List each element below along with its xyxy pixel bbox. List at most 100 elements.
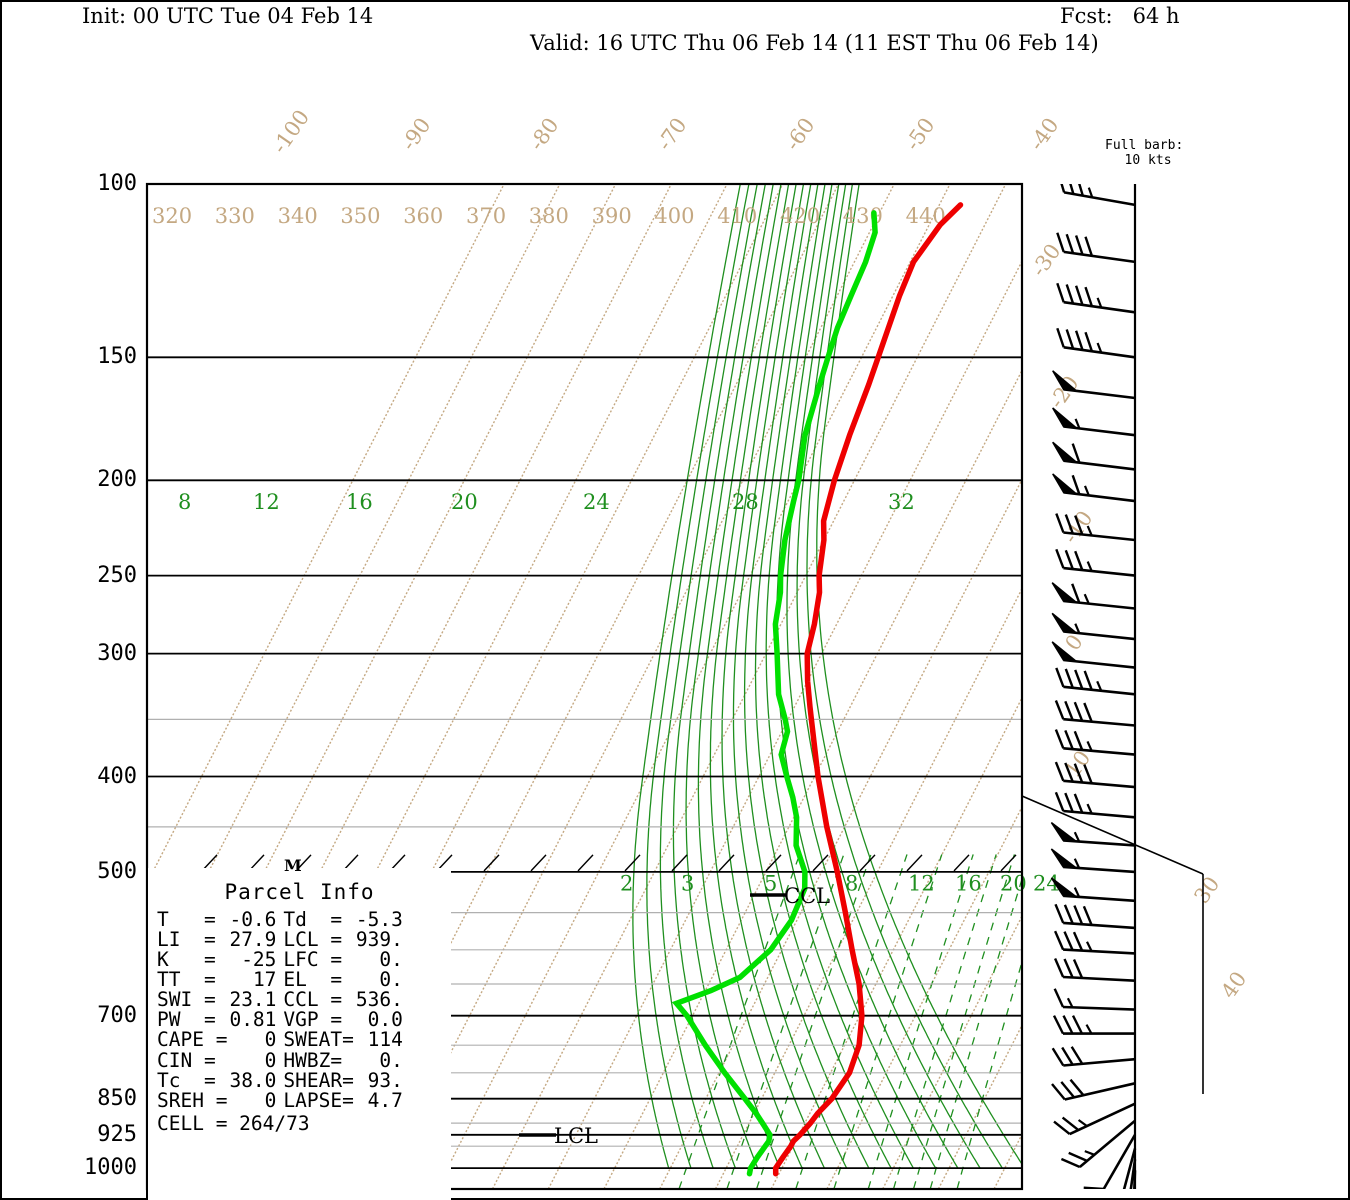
mixing-ratio-label: 16 <box>955 871 982 895</box>
parcel-info-row: CAPE = 0 SWEAT= 114 <box>156 1030 409 1050</box>
wind-barb <box>1052 441 1136 471</box>
wind-barb <box>1083 1134 1137 1189</box>
parcel-field-name: LCL = <box>283 928 343 952</box>
parcel-info-row: Tc = 38.0 SHEAR= 93. <box>156 1068 409 1092</box>
wind-barb <box>1129 1159 1137 1189</box>
mixing-ratio-label: 2 <box>620 871 633 895</box>
theta-label: 390 <box>592 204 632 228</box>
parcel-field-value: 114 <box>367 1028 403 1052</box>
parcel-field-value: 23.1 <box>229 988 277 1012</box>
wind-barb-legend: Full barb: 10 kts <box>1105 138 1184 168</box>
isotherm-axis-label: -30 <box>1026 239 1065 280</box>
parcel-field-name: LAPSE= <box>283 1088 354 1112</box>
parcel-info-row: SWI = 23.1 CCL = 536. <box>156 990 409 1010</box>
moist-adiabat-label: 24 <box>583 490 610 514</box>
parcel-field-name: LFC = <box>283 948 343 972</box>
parcel-field-name: Tc = <box>157 1068 216 1092</box>
parcel-field-value: 939. <box>355 928 403 952</box>
wind-barb <box>1052 1015 1135 1035</box>
parcel-field-value: 27.9 <box>229 928 277 952</box>
theta-label: 370 <box>466 204 506 228</box>
wind-barb <box>1051 641 1136 669</box>
wind-barb <box>1051 1078 1136 1101</box>
parcel-info-table: T = -0.6 Td = -5.3 LI = 27.9 LCL = 939. K = -25 LF… <box>156 908 409 1112</box>
parcel-field-value: 0.81 <box>229 1008 277 1032</box>
parcel-field-name: Td = <box>283 908 343 931</box>
theta-label: 350 <box>340 204 380 228</box>
parcel-field-value: 0. <box>379 1048 403 1072</box>
parcel-info-row: CIN = 0 HWBZ= 0. <box>156 1048 409 1072</box>
parcel-field-value: 4.7 <box>367 1088 403 1112</box>
parcel-field-name: SREH = <box>157 1088 228 1112</box>
valid-time-label: Valid: 16 UTC Thu 06 Feb 14 (11 EST Thu … <box>530 31 1099 55</box>
theta-label: 320 <box>152 204 192 228</box>
wind-barb <box>1053 958 1136 982</box>
theta-label: 330 <box>215 204 255 228</box>
parcel-info-row: K = -25 LFC = 0. <box>156 950 409 970</box>
mixing-ratio-label: 12 <box>908 871 935 895</box>
parcel-field-value: 38.0 <box>229 1068 277 1092</box>
pressure-tick-label: 250 <box>97 562 137 588</box>
mixing-ratio-label: 3 <box>681 871 694 895</box>
mixing-ratio-label-group: 2 3 5 8 12 16 20 24 <box>620 871 1060 895</box>
parcel-info-row: T = -0.6 Td = -5.3 <box>156 908 409 931</box>
wind-barb <box>1054 700 1136 727</box>
wind-barb-group <box>1050 184 1137 1189</box>
parcel-field-name: SHEAR= <box>283 1068 354 1092</box>
parcel-field-name: SWEAT= <box>283 1028 354 1052</box>
isotherm-axis-label: -60 <box>780 113 819 154</box>
parcel-field-value: 0 <box>264 1028 277 1052</box>
wind-barb <box>1054 729 1136 756</box>
dry-adiabat-lines-group <box>1246 193 1350 710</box>
parcel-field-value: 17 <box>252 968 277 992</box>
wind-barb <box>1056 232 1136 264</box>
parcel-info-row: SREH = 0 LAPSE= 4.7 <box>156 1088 409 1112</box>
parcel-field-value: 0.0 <box>367 1008 403 1032</box>
ccl-marker-label: CCL <box>784 884 831 908</box>
isotherm-axis-label: -70 <box>652 113 691 154</box>
theta-label: 340 <box>278 204 318 228</box>
wind-barb <box>1060 184 1136 207</box>
forecast-hour-label: Fcst: 64 h <box>1060 4 1180 28</box>
parcel-field-value: 536. <box>355 988 403 1012</box>
mixing-ratio-lines-group <box>678 854 1022 1189</box>
isotherm-axis-label: 40 <box>1216 967 1251 1003</box>
parcel-field-value: 0. <box>379 948 403 972</box>
parcel-field-name: VGP = <box>283 1008 343 1032</box>
parcel-info-title: Parcel Info <box>224 880 375 904</box>
parcel-field-name: PW = <box>157 1008 216 1032</box>
wind-barb <box>1056 282 1136 314</box>
isotherm-axis-label: -80 <box>524 113 563 154</box>
mixing-ratio-label: 5 <box>764 871 777 895</box>
moist-adiabat-label-group: 8 12 16 20 24 28 32 <box>178 490 915 514</box>
pressure-tick-label: 300 <box>97 640 137 666</box>
theta-label: 380 <box>529 204 569 228</box>
wind-barb <box>1050 822 1136 847</box>
wind-barb <box>1055 548 1136 577</box>
pressure-tick-label: 150 <box>97 344 137 370</box>
parcel-field-name: HWBZ= <box>283 1048 343 1072</box>
lcl-marker-label: LCL <box>554 1124 598 1148</box>
moist-adiabat-label: 8 <box>178 490 191 514</box>
level-marker-group <box>519 893 787 1137</box>
parcel-field-value: -25 <box>241 948 277 972</box>
theta-label: 360 <box>403 204 443 228</box>
parcel-field-name: CIN = <box>157 1048 216 1072</box>
isotherm-axis-label: -50 <box>900 113 939 154</box>
wind-barb <box>1051 582 1136 610</box>
pressure-tick-label: 850 <box>97 1085 137 1111</box>
wind-barb <box>1050 848 1136 874</box>
parcel-info-row: PW = 0.81 VGP = 0.0 <box>156 1010 409 1030</box>
wind-barb <box>1052 370 1136 400</box>
parcel-field-value: 0 <box>264 1048 277 1072</box>
mixing-ratio-label: 8 <box>845 871 858 895</box>
pressure-tick-label: 1000 <box>84 1155 137 1181</box>
wind-barb <box>1055 667 1136 696</box>
parcel-field-name: CAPE = <box>157 1028 228 1052</box>
parcel-field-name: TT = <box>157 968 216 992</box>
wind-barb <box>1052 473 1136 503</box>
parcel-field-name: CCL = <box>283 988 343 1012</box>
